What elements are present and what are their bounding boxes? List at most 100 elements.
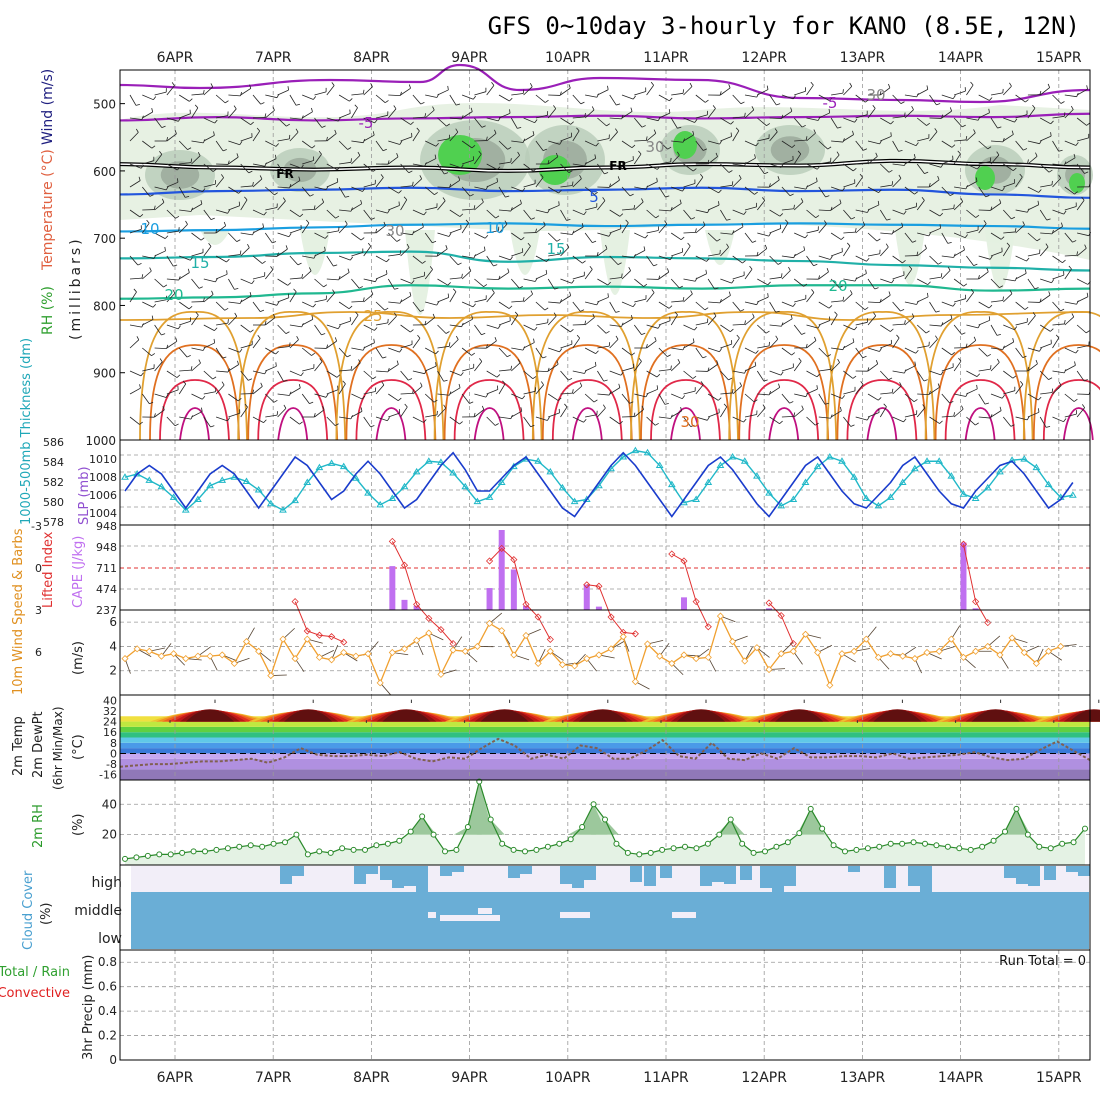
wind-barb-flag — [285, 331, 290, 334]
cloud-mid-gap — [428, 912, 436, 918]
wind-barb — [867, 347, 880, 352]
wind-marker — [315, 653, 323, 661]
wind-barb-flag — [961, 405, 964, 410]
wind-barb — [584, 393, 595, 403]
wind-barb-flag — [780, 371, 784, 376]
wind-marker — [765, 665, 773, 674]
isotherm-contours — [119, 63, 1100, 441]
wind-barb — [1003, 134, 1014, 142]
wind-barb — [634, 186, 647, 190]
wind-barb-flag — [446, 123, 451, 127]
slp-tick-label: 1008 — [89, 471, 117, 484]
wind-barb-flag — [410, 329, 414, 333]
wind-barb-flag — [472, 303, 476, 308]
wind-barb — [609, 301, 617, 313]
wind-barb — [326, 181, 338, 188]
wind-barb — [314, 393, 327, 398]
wind-barb — [338, 113, 351, 119]
wind-barb-flag — [643, 246, 646, 251]
wind-barb — [166, 278, 179, 281]
label-middle: middle — [74, 903, 122, 919]
temp-tick-label: -8 — [106, 758, 117, 771]
wind-barb-flag — [839, 199, 842, 204]
wind-barb — [744, 393, 755, 403]
wind-barb-flag — [940, 371, 944, 376]
rh-marker — [396, 837, 403, 844]
isotherm-40 — [866, 407, 898, 441]
wind-barb — [400, 406, 408, 418]
wind-barb-flag — [468, 267, 472, 272]
li-marker — [328, 633, 336, 641]
cloud-high-bar — [280, 866, 292, 884]
wind-barb-flag — [874, 287, 879, 290]
wind-barb-flag — [1060, 222, 1063, 227]
wind-barb-flag — [937, 175, 940, 180]
wind-barb — [461, 159, 474, 165]
wind-barb — [855, 209, 868, 213]
wind-barb-flag — [175, 337, 178, 342]
wind-barb-flag — [522, 346, 526, 351]
wind-barb — [904, 301, 917, 305]
wind-barb — [806, 388, 818, 395]
wind-barb — [277, 89, 289, 96]
wind-barb — [843, 390, 856, 395]
wind-barb — [179, 320, 191, 326]
wind-barb-flag — [534, 327, 538, 331]
wind-barb-flag — [347, 147, 352, 150]
wind-barb-flag — [1034, 287, 1039, 290]
wind-barb — [338, 347, 348, 358]
wind-barb — [695, 209, 708, 214]
wind-barb — [277, 248, 288, 257]
isotherm-line — [119, 112, 1091, 122]
wind-barb — [510, 278, 520, 289]
wind-barb-flag — [867, 159, 870, 164]
wind-barb — [203, 163, 214, 172]
wind-barb — [880, 294, 891, 303]
wind-barb-flag — [914, 361, 916, 366]
wind-barb — [486, 163, 498, 170]
wind-barb — [929, 131, 938, 142]
wind-barb — [449, 131, 459, 142]
wind-barb-flag — [888, 169, 893, 173]
wind-barb-flag — [459, 421, 463, 425]
wind-barb — [129, 94, 137, 106]
wind-barb — [535, 370, 548, 373]
wind-barb-flag — [888, 291, 891, 296]
cloud-high-bar — [630, 866, 642, 882]
wind-barb — [695, 384, 704, 395]
wind-barb-flag — [973, 336, 977, 341]
wind-barb — [1076, 163, 1085, 174]
wind-barb — [646, 181, 658, 188]
wind-barb-flag — [891, 388, 894, 393]
wind-barb — [486, 389, 498, 395]
date-label-bottom: 7APR — [255, 1070, 292, 1086]
wind-barb-flag — [728, 291, 731, 296]
surface-barb — [756, 647, 770, 658]
wind-barb-flag — [842, 296, 845, 301]
thickness-marker — [825, 453, 834, 460]
wind-barb — [634, 393, 647, 398]
wind-marker — [631, 678, 639, 686]
wind-barb-flag — [852, 375, 857, 379]
wind-barb — [1052, 301, 1061, 312]
wind-barb-flag — [394, 287, 399, 290]
wind-barb — [757, 117, 767, 127]
li-line — [962, 544, 989, 623]
wind-barb-flag — [937, 383, 940, 388]
wind-barb — [855, 321, 868, 326]
wind-barb — [867, 186, 879, 193]
wind-barb — [400, 136, 413, 142]
li-line — [768, 602, 794, 644]
wind-barb — [585, 414, 597, 418]
wind-barb — [707, 278, 715, 290]
wind-barb — [486, 181, 498, 188]
thickness-marker — [279, 506, 287, 513]
wind-barb — [240, 136, 253, 142]
wind-barb-flag — [434, 154, 437, 159]
wind-barb — [1015, 162, 1028, 165]
wind-barb — [228, 156, 239, 165]
thickness-marker — [1020, 455, 1029, 462]
temp-tick-label: 0 — [110, 747, 117, 760]
wind-barb — [412, 275, 425, 280]
wind-barb — [621, 186, 631, 197]
